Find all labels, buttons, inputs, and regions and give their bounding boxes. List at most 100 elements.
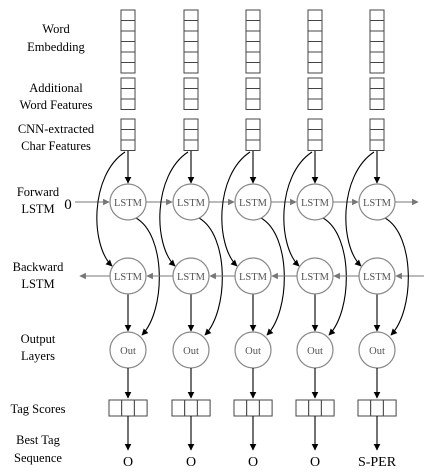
tag-score-cell bbox=[382, 399, 397, 417]
char-feature-cell bbox=[120, 139, 136, 151]
char-feature-cell bbox=[369, 118, 385, 130]
best-tag-2: O bbox=[186, 455, 196, 470]
char-feature-cell bbox=[307, 139, 323, 151]
char-feature-cell bbox=[245, 139, 261, 151]
best-tag-5: S-PER bbox=[358, 455, 397, 470]
forward-lstm-label: LSTM bbox=[363, 198, 392, 209]
additional-feature-cell bbox=[245, 77, 261, 89]
word-embedding-cell bbox=[245, 51, 261, 63]
tag-score-cell bbox=[370, 399, 384, 417]
tag-score-cell bbox=[133, 399, 148, 417]
tag-score-cell bbox=[108, 399, 123, 417]
tag-score-cell bbox=[295, 399, 310, 417]
forward-lstm-label: LSTM bbox=[177, 198, 206, 209]
label-char-features-1: CNN-extracted bbox=[18, 122, 95, 136]
char-feature-cell bbox=[307, 129, 323, 141]
additional-feature-cell bbox=[369, 77, 385, 89]
tag-score-cell bbox=[196, 399, 211, 417]
additional-feature-cell bbox=[183, 88, 199, 100]
additional-feature-cell bbox=[120, 77, 136, 89]
word-embedding-cell bbox=[183, 30, 199, 42]
label-word-embedding-2: Embedding bbox=[27, 40, 85, 54]
backward-lstm-label: LSTM bbox=[114, 272, 143, 283]
additional-feature-cell bbox=[183, 98, 199, 110]
forward-to-output-arrow bbox=[198, 217, 223, 336]
additional-feature-cell bbox=[369, 98, 385, 110]
word-embedding-cell bbox=[120, 9, 136, 21]
backward-lstm-label: LSTM bbox=[301, 272, 330, 283]
additional-feature-cell bbox=[183, 77, 199, 89]
additional-feature-cell bbox=[245, 98, 261, 110]
input-to-backward-arrow bbox=[96, 151, 126, 267]
char-feature-cell bbox=[369, 129, 385, 141]
forward-to-output-arrow bbox=[135, 217, 160, 336]
tag-score-cell bbox=[246, 399, 260, 417]
tag-score-cell bbox=[357, 399, 372, 417]
char-feature-cell bbox=[183, 118, 199, 130]
label-output-layers-1: Output bbox=[21, 332, 56, 346]
word-embedding-cell bbox=[307, 30, 323, 42]
output-node-label: Out bbox=[307, 346, 323, 357]
word-embedding-cell bbox=[120, 62, 136, 74]
word-embedding-cell bbox=[369, 62, 385, 74]
diagram-columns: LSTMLSTMOutOLSTMLSTMOutOLSTMLSTMOutOLSTM… bbox=[75, 9, 424, 470]
tag-score-cell bbox=[184, 399, 198, 417]
label-word-embedding-1: Word bbox=[42, 22, 70, 36]
label-char-features-2: Char Features bbox=[21, 139, 91, 153]
forward-to-output-arrow bbox=[384, 217, 409, 336]
word-embedding-cell bbox=[369, 51, 385, 63]
tag-score-cell bbox=[320, 399, 335, 417]
word-embedding-cell bbox=[307, 20, 323, 32]
output-node-label: Out bbox=[245, 346, 261, 357]
word-embedding-cell bbox=[120, 30, 136, 42]
label-additional-features-1: Additional bbox=[29, 81, 83, 95]
column-1: LSTM LSTM Out O bbox=[79, 9, 173, 470]
word-embedding-cell bbox=[245, 9, 261, 21]
char-feature-cell bbox=[245, 118, 261, 130]
word-embedding-cell bbox=[183, 9, 199, 21]
word-embedding-cell bbox=[183, 62, 199, 74]
input-to-backward-arrow bbox=[221, 151, 251, 267]
label-best-tag-1: Best Tag bbox=[16, 433, 60, 447]
word-embedding-cell bbox=[120, 41, 136, 53]
tag-score-cell bbox=[258, 399, 273, 417]
output-node-label: Out bbox=[183, 346, 199, 357]
best-tag-3: O bbox=[248, 455, 258, 470]
word-embedding-cell bbox=[307, 62, 323, 74]
label-additional-features-2: Word Features bbox=[20, 98, 93, 112]
word-embedding-cell bbox=[183, 51, 199, 63]
column-2: LSTM LSTM Out O bbox=[146, 9, 235, 470]
additional-feature-cell bbox=[245, 88, 261, 100]
word-embedding-cell bbox=[369, 41, 385, 53]
backward-lstm-label: LSTM bbox=[363, 272, 392, 283]
column-5: LSTM LSTM Out S-PER bbox=[333, 9, 419, 470]
initial-state-zero: 0 bbox=[64, 197, 72, 213]
word-embedding-cell bbox=[307, 9, 323, 21]
input-to-backward-arrow bbox=[159, 151, 189, 267]
word-embedding-cell bbox=[307, 41, 323, 53]
label-best-tag-2: Sequence bbox=[14, 451, 62, 465]
word-embedding-cell bbox=[369, 20, 385, 32]
word-embedding-cell bbox=[245, 30, 261, 42]
tag-score-cell bbox=[121, 399, 135, 417]
output-node-label: Out bbox=[120, 346, 136, 357]
word-embedding-cell bbox=[183, 20, 199, 32]
word-embedding-cell bbox=[183, 41, 199, 53]
word-embedding-cell bbox=[369, 30, 385, 42]
label-forward-lstm-1: Forward bbox=[17, 185, 60, 199]
label-backward-lstm-2: LSTM bbox=[21, 277, 54, 291]
char-feature-cell bbox=[245, 129, 261, 141]
additional-feature-cell bbox=[120, 98, 136, 110]
label-output-layers-2: Layers bbox=[21, 349, 55, 363]
tag-score-cell bbox=[308, 399, 322, 417]
word-embedding-cell bbox=[307, 51, 323, 63]
forward-lstm-label: LSTM bbox=[114, 198, 143, 209]
char-feature-cell bbox=[120, 118, 136, 130]
label-tag-scores: Tag Scores bbox=[10, 402, 65, 416]
additional-feature-cell bbox=[307, 88, 323, 100]
column-4: LSTM LSTM Out O bbox=[271, 9, 359, 470]
word-embedding-cell bbox=[120, 20, 136, 32]
best-tag-4: O bbox=[310, 455, 320, 470]
label-backward-lstm-1: Backward bbox=[13, 260, 64, 274]
